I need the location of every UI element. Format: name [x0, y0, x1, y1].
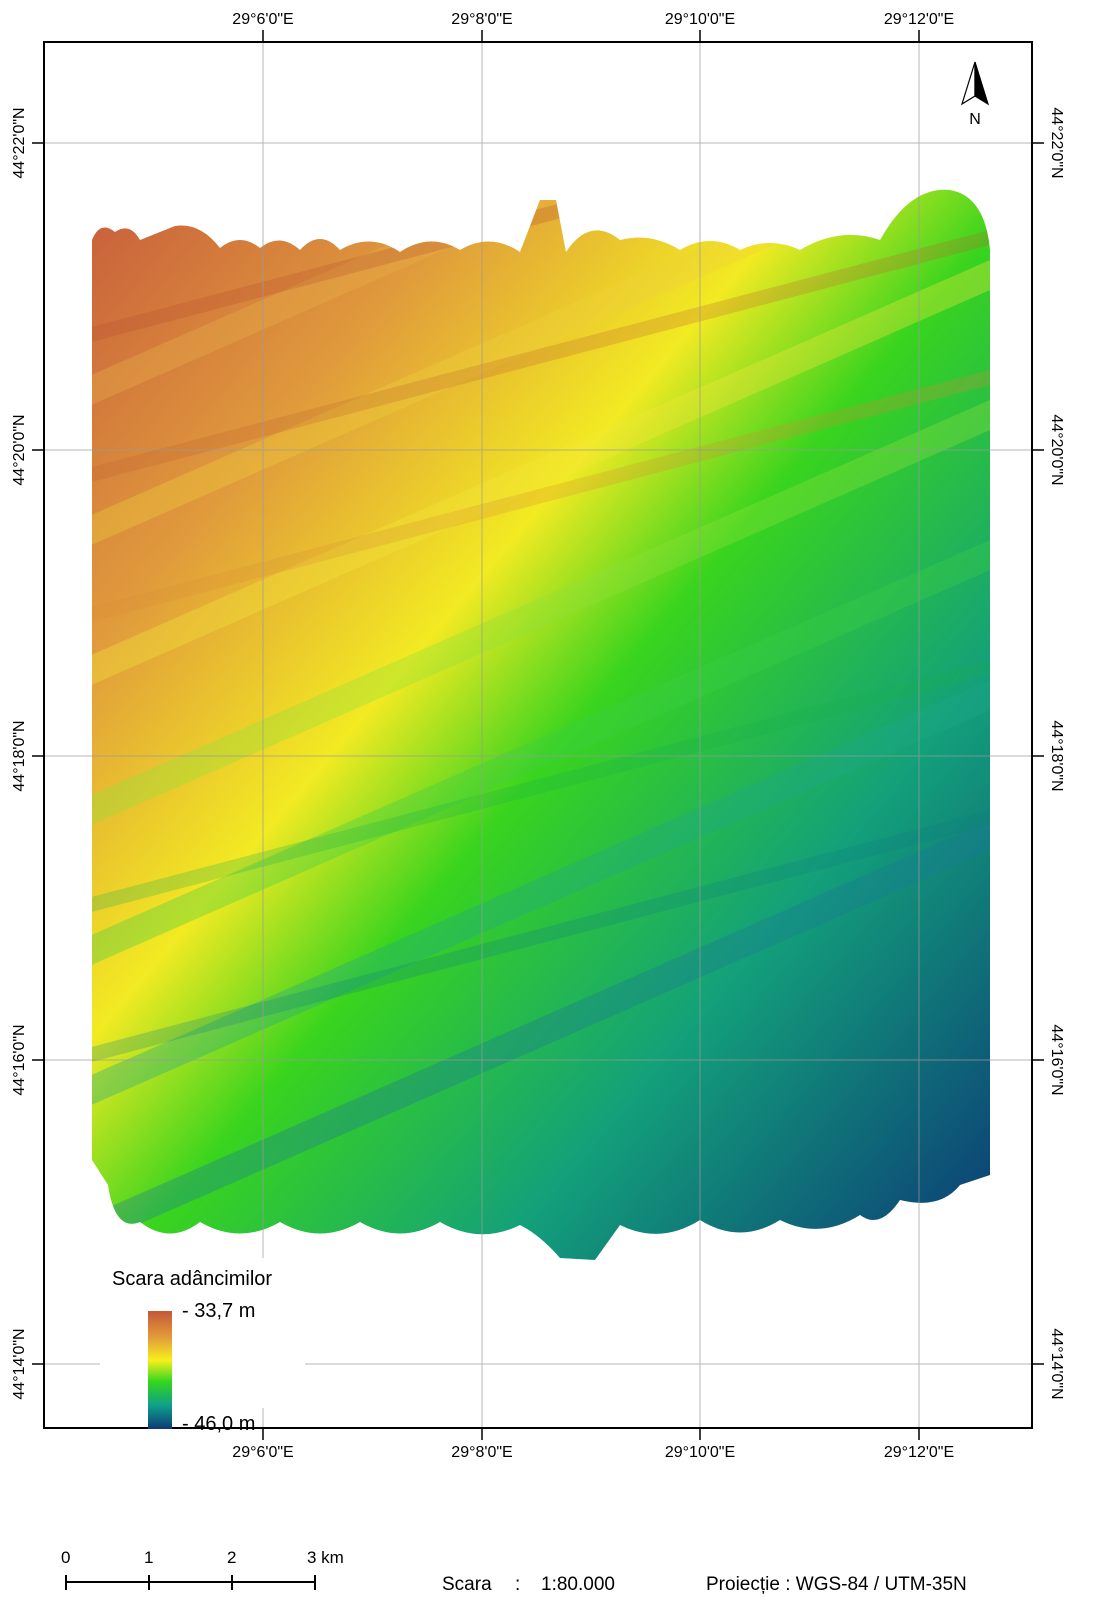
- lon-label-bottom: 29°10'0"E: [665, 1444, 735, 1461]
- legend-color-ramp: [148, 1311, 172, 1429]
- graticule: [44, 42, 1032, 1428]
- bathymetry-surface: [92, 189, 990, 1261]
- lat-label-left: 44°20'0"N: [11, 414, 28, 485]
- lat-label-right: 44°14'0"N: [1048, 1328, 1065, 1399]
- north-label: N: [969, 111, 981, 128]
- lat-label-right: 44°20'0"N: [1048, 414, 1065, 485]
- legend-max-label: - 33,7 m: [182, 1300, 256, 1322]
- lat-label-right: 44°16'0"N: [1048, 1024, 1065, 1095]
- lat-label-right: 44°22'0"N: [1048, 107, 1065, 178]
- map-frame: [43, 41, 1033, 1429]
- legend-title: Scara adâncimilor: [112, 1268, 273, 1290]
- scale-label: Scara: [442, 1574, 492, 1595]
- lat-label-left: 44°14'0"N: [11, 1328, 28, 1399]
- lat-label-right: 44°18'0"N: [1048, 720, 1065, 791]
- lon-label-top: 29°12'0"E: [884, 11, 954, 28]
- scalebar-tick-label: 0: [61, 1548, 71, 1567]
- scalebar-tick-label: 2: [227, 1548, 237, 1567]
- lon-label-top: 29°8'0"E: [451, 11, 512, 28]
- scale-separator: :: [515, 1574, 521, 1595]
- lon-label-top: 29°10'0"E: [665, 11, 735, 28]
- north-arrow-icon: N: [960, 61, 990, 128]
- scale-value: 1:80.000: [541, 1574, 615, 1595]
- lon-label-top: 29°6'0"E: [232, 11, 293, 28]
- lat-label-left: 44°18'0"N: [11, 720, 28, 791]
- lon-label-bottom: 29°12'0"E: [884, 1444, 954, 1461]
- projection-label: Proiecție : WGS-84 / UTM-35N: [706, 1574, 967, 1595]
- scalebar-tick-label: 3 km: [307, 1548, 344, 1567]
- legend-panel: [100, 1258, 305, 1408]
- lat-label-left: 44°16'0"N: [11, 1024, 28, 1095]
- scale-bar: [65, 1575, 316, 1590]
- scalebar-tick-label: 1: [144, 1548, 154, 1567]
- legend-min-label: - 46,0 m: [182, 1413, 256, 1435]
- lon-label-bottom: 29°8'0"E: [451, 1444, 512, 1461]
- lon-label-bottom: 29°6'0"E: [232, 1444, 293, 1461]
- lat-label-left: 44°22'0"N: [11, 107, 28, 178]
